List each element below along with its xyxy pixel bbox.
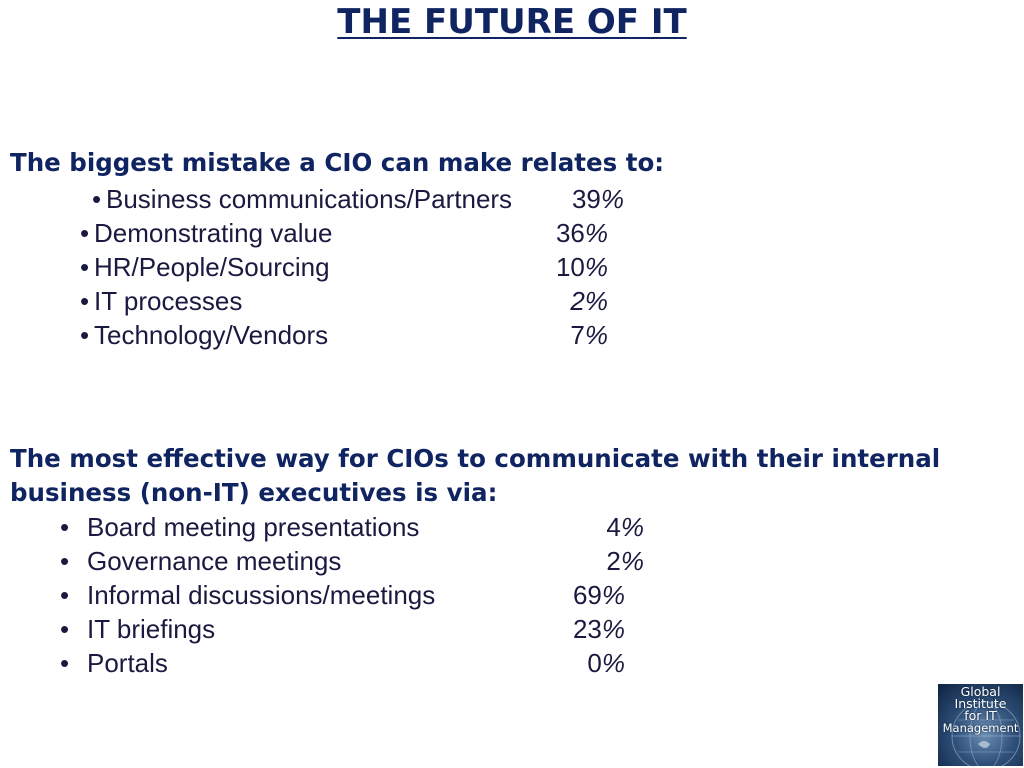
list-item: • Portals 0% — [0, 646, 700, 680]
organization-logo: Global Institute for IT Management — [938, 684, 1023, 766]
item-percent: 4% — [606, 512, 644, 542]
item-label: Technology/Vendors — [94, 320, 329, 350]
list-item: • IT processes 2% — [0, 284, 700, 318]
logo-text-line: Management — [942, 721, 1019, 735]
bullet-icon: • — [60, 648, 70, 678]
section1-heading: The biggest mistake a CIO can make relat… — [10, 148, 665, 177]
bullet-icon: • — [80, 218, 90, 248]
item-label: IT briefings — [87, 614, 216, 644]
list-item: • Informal discussions/meetings 69% — [0, 578, 700, 612]
list-item: • Technology/Vendors 7% — [0, 318, 700, 352]
item-label: Board meeting presentations — [87, 512, 420, 542]
item-percent: 69% — [572, 580, 625, 610]
item-label: Governance meetings — [87, 546, 342, 576]
bullet-icon: • — [80, 252, 90, 282]
logo-text-line: Global — [960, 684, 1001, 699]
item-label: Informal discussions/meetings — [87, 580, 436, 610]
item-percent: 2% — [570, 286, 608, 316]
list-item: • HR/People/Sourcing 10% — [0, 250, 700, 284]
logo-text-line: Institute — [954, 696, 1007, 711]
bullet-icon: • — [80, 320, 90, 350]
item-percent: 7% — [570, 320, 608, 350]
item-percent: 39% — [571, 184, 624, 214]
item-label: HR/People/Sourcing — [94, 252, 330, 282]
item-label: IT processes — [94, 286, 243, 316]
list-item: • Governance meetings 2% — [0, 544, 700, 578]
item-percent: 23% — [572, 614, 625, 644]
bullet-icon: • — [60, 546, 70, 576]
bullet-icon: • — [60, 580, 70, 610]
page-title: THE FUTURE OF IT — [337, 2, 687, 42]
bullet-icon: • — [60, 614, 70, 644]
globe-icon — [951, 701, 1021, 766]
list-item: • IT briefings 23% — [0, 612, 700, 646]
bullet-icon: • — [60, 512, 70, 542]
bullet-icon: • — [80, 286, 90, 316]
list-item: • Business communications/Partners 39% — [0, 182, 700, 216]
list-item: • Board meeting presentations 4% — [0, 510, 700, 544]
item-label: Demonstrating value — [94, 218, 333, 248]
list-item: • Demonstrating value 36% — [0, 216, 700, 250]
logo-text-line: for IT — [964, 708, 997, 723]
item-label: Business communications/Partners — [106, 184, 513, 214]
item-percent: 2% — [606, 546, 644, 576]
item-percent: 36% — [555, 218, 608, 248]
item-percent: 10% — [555, 252, 608, 282]
item-label: Portals — [87, 648, 168, 678]
item-percent: 0% — [587, 648, 625, 678]
bullet-icon: • — [92, 184, 102, 214]
section2-heading: The most effective way for CIOs to commu… — [10, 444, 941, 507]
